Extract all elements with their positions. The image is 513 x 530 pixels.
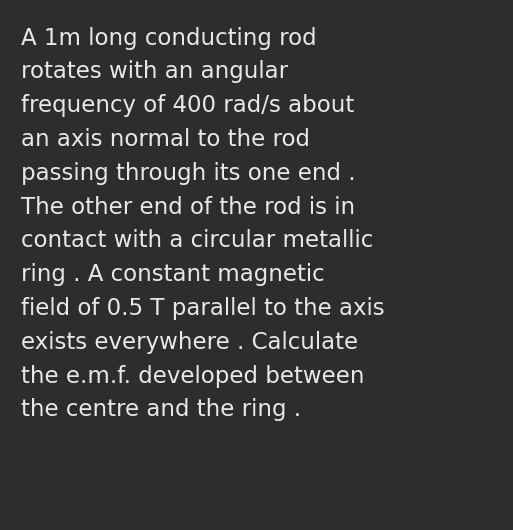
Text: A 1m long conducting rod
rotates with an angular
frequency of 400 rad/s about
an: A 1m long conducting rod rotates with an…	[21, 26, 384, 421]
